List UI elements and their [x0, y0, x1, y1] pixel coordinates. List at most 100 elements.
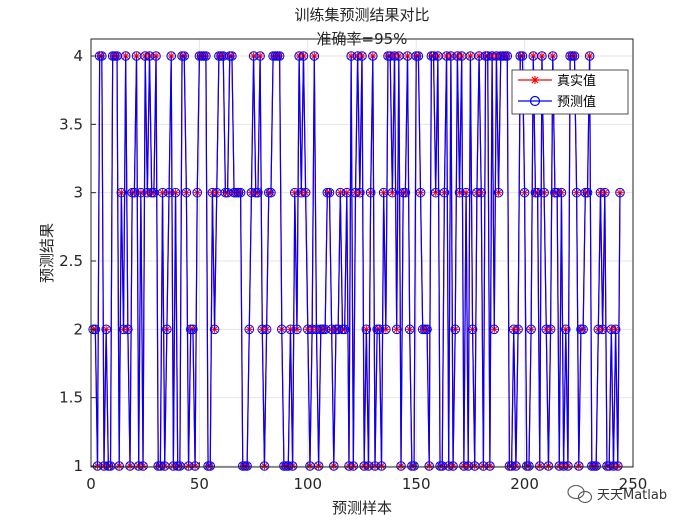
predicted-value-point	[489, 324, 500, 335]
predicted-value-point	[422, 324, 432, 335]
predicted-value-point	[539, 187, 549, 198]
x-tick-label: 50	[190, 475, 209, 493]
predicted-value-point	[209, 324, 220, 335]
predicted-value-point	[478, 461, 489, 471]
predicted-value-point	[461, 187, 471, 198]
predicted-value-point	[274, 51, 285, 61]
x-tick-label: 0	[86, 475, 96, 493]
predicted-value-point	[207, 187, 218, 198]
predicted-value-point	[140, 51, 150, 61]
predicted-value-point	[357, 51, 367, 61]
predicted-value-point	[322, 187, 333, 198]
predicted-value-point	[268, 51, 278, 61]
predicted-value-point	[335, 187, 346, 198]
predicted-value-point	[526, 324, 536, 335]
legend-marker-true-asterisk-icon	[531, 76, 539, 84]
predicted-value-point	[595, 187, 606, 198]
predicted-value-point	[320, 324, 330, 335]
predicted-value-point	[365, 187, 376, 198]
legend-label-predicted: 预测值	[557, 94, 596, 110]
predicted-value-point	[587, 461, 597, 471]
predicted-value-point	[606, 324, 617, 335]
predicted-value-point	[248, 51, 259, 61]
predicted-value-point	[500, 51, 510, 61]
predicted-value-point	[289, 187, 300, 198]
predicted-value-point	[157, 187, 168, 198]
predicted-value-point	[450, 324, 461, 335]
predicted-value-point	[97, 51, 107, 61]
predicted-value-point	[333, 324, 343, 335]
predicted-value-point	[610, 324, 621, 335]
predicted-value-point	[506, 461, 517, 471]
predicted-value-point	[166, 51, 177, 61]
predicted-value-point	[281, 461, 291, 471]
predicted-value-point	[181, 187, 192, 198]
predicted-value-point	[136, 187, 146, 198]
legend-box	[511, 69, 629, 115]
predicted-value-point	[272, 51, 283, 61]
predicted-value-point	[504, 461, 515, 471]
predicted-value-point	[235, 187, 246, 198]
y-tick-label: 1	[73, 457, 83, 475]
predicted-value-point	[550, 187, 560, 198]
predicted-value-point	[413, 51, 424, 61]
predicted-value-point	[441, 51, 452, 61]
predicted-value-point	[352, 51, 363, 61]
predicted-value-point	[459, 461, 469, 471]
predicted-value-point	[569, 51, 580, 61]
predicted-value-point	[593, 324, 604, 335]
predicted-value-point	[370, 461, 380, 471]
predicted-value-point	[495, 51, 506, 61]
predicted-value-point	[485, 461, 495, 471]
predicted-value-point	[227, 51, 237, 61]
predicted-value-point	[513, 324, 523, 335]
predicted-value-point	[463, 461, 474, 471]
predicted-value-point	[355, 187, 365, 198]
predicted-value-point	[556, 187, 567, 198]
predicted-value-point	[266, 187, 276, 198]
legend: 真实值 预测值	[511, 69, 629, 115]
predicted-value-point	[172, 461, 183, 471]
predicted-value-point	[446, 51, 456, 61]
predicted-value-point	[350, 187, 361, 198]
predicted-value-point	[584, 51, 595, 61]
predicted-value-point	[508, 324, 519, 335]
x-tick-label: 200	[510, 475, 539, 493]
y-tick-label: 2.5	[59, 252, 83, 270]
wechat-icon	[567, 484, 593, 504]
predicted-value-point	[608, 461, 619, 471]
y-tick-label: 4	[73, 47, 83, 65]
predicted-value-point	[146, 187, 157, 198]
predicted-value-point	[324, 187, 335, 198]
predicted-value-point	[316, 324, 326, 335]
predicted-value-point	[547, 51, 558, 61]
predicted-value-point	[138, 461, 148, 471]
predicted-value-point	[424, 461, 435, 471]
predicted-value-point	[250, 187, 261, 198]
predicted-value-point	[242, 461, 252, 471]
predicted-value-point	[329, 461, 339, 471]
predicted-value-point	[110, 51, 120, 61]
predicted-value-point	[613, 461, 623, 471]
predicted-value-point	[498, 51, 508, 61]
legend-label-true: 真实值	[557, 73, 596, 89]
predicted-value-point	[541, 324, 552, 335]
predicted-value-point	[188, 324, 198, 335]
predicted-value-point	[246, 187, 257, 198]
predicted-value-point	[411, 51, 422, 61]
predicted-value-point	[240, 461, 250, 471]
x-tick-label: 100	[293, 475, 322, 493]
predicted-value-point	[296, 187, 307, 198]
predicted-value-point	[480, 51, 491, 61]
predicted-value-point	[170, 187, 181, 198]
predicted-value-point	[162, 324, 172, 335]
plot-frame	[90, 38, 634, 468]
predicted-value-point	[420, 324, 430, 335]
predicted-value-point	[578, 324, 588, 335]
predicted-value-point	[396, 461, 406, 471]
predicted-value-point	[567, 51, 578, 61]
predicted-value-point	[233, 187, 244, 198]
predicted-value-point	[205, 461, 216, 471]
predicted-value-point	[203, 461, 213, 471]
predicted-value-point	[253, 187, 263, 198]
